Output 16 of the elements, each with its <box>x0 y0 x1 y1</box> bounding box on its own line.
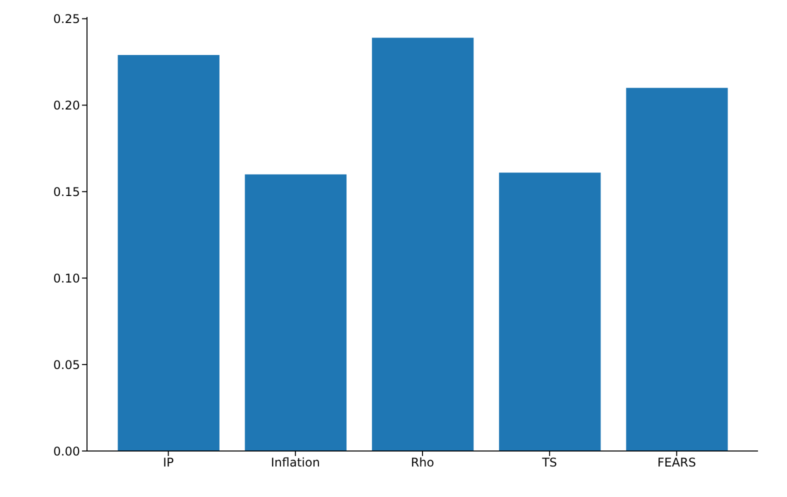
bar <box>499 172 601 451</box>
x-tick-label: Inflation <box>270 456 320 470</box>
x-tick-label: IP <box>162 456 174 470</box>
x-tick-label: TS <box>541 456 558 470</box>
y-tick-label: 0.25 <box>53 12 80 26</box>
bar <box>626 88 728 451</box>
y-tick-label: 0.15 <box>53 184 80 199</box>
y-tick-label: 0.20 <box>53 98 80 112</box>
bar <box>118 55 220 451</box>
y-tick-label: 0.00 <box>53 444 80 458</box>
x-tick-label: Rho <box>410 456 434 470</box>
bar <box>244 174 347 451</box>
y-tick-label: 0.10 <box>53 271 80 286</box>
x-tick-label: FEARS <box>657 456 696 470</box>
bar <box>372 38 474 451</box>
y-tick-label: 0.05 <box>53 358 80 372</box>
